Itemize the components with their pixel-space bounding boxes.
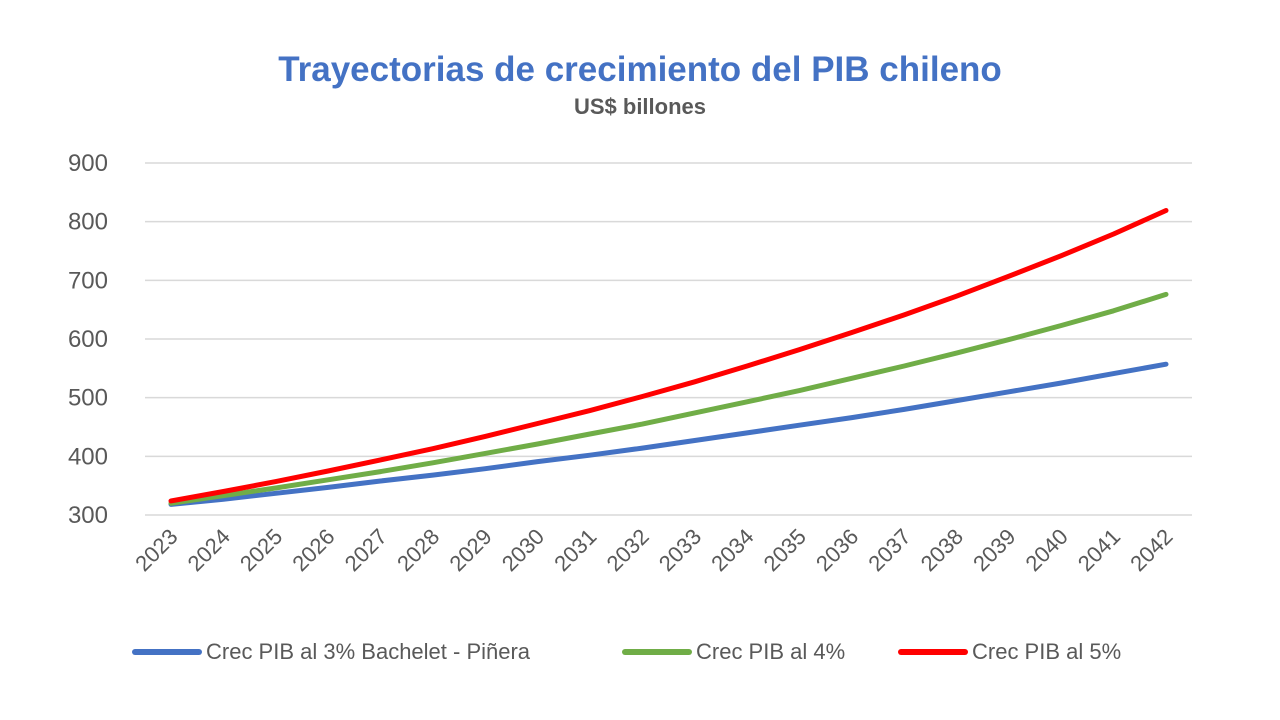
y-axis-ticks: 300 400 500 600 700 800 900	[68, 150, 108, 529]
x-tick-label: 2024	[183, 524, 235, 576]
chart-subtitle: US$ billones	[573, 94, 707, 119]
x-tick-label: 2038	[916, 524, 968, 576]
x-tick-label: 2023	[130, 524, 182, 576]
legend-swatch-4pct	[622, 649, 692, 655]
chart-title: Trayectorias de crecimiento del PIB chil…	[278, 50, 1002, 89]
y-tick-label: 700	[68, 267, 108, 294]
x-tick-label: 2027	[340, 524, 392, 576]
series-line-1	[168, 291, 1169, 506]
x-tick-label: 2033	[654, 524, 706, 576]
x-tick-label: 2039	[968, 524, 1020, 576]
legend: Crec PIB al 3% Bachelet - Piñera Crec PI…	[0, 634, 1280, 670]
series-line-2	[168, 208, 1169, 504]
legend-label-5pct: Crec PIB al 5%	[972, 639, 1122, 664]
x-tick-label: 2041	[1073, 524, 1125, 576]
x-tick-label: 2034	[706, 524, 758, 576]
x-tick-label: 2031	[549, 524, 601, 576]
y-tick-label: 400	[68, 443, 108, 470]
gridlines	[145, 162, 1192, 516]
x-tick-label: 2025	[235, 524, 287, 576]
x-tick-label: 2036	[811, 524, 863, 576]
y-tick-label: 300	[68, 502, 108, 529]
x-tick-label: 2032	[602, 524, 654, 576]
y-tick-label: 500	[68, 385, 108, 412]
y-tick-label: 600	[68, 326, 108, 353]
x-tick-label: 2028	[392, 524, 444, 576]
legend-label-3pct: Crec PIB al 3% Bachelet - Piñera	[206, 639, 531, 664]
legend-item-3pct: Crec PIB al 3% Bachelet - Piñera	[132, 634, 530, 670]
legend-label-4pct: Crec PIB al 4%	[696, 639, 846, 664]
legend-item-4pct: Crec PIB al 4%	[622, 634, 845, 670]
x-tick-label: 2030	[497, 524, 549, 576]
series-line-0	[168, 361, 1169, 507]
y-tick-label: 800	[68, 209, 108, 236]
x-tick-label: 2035	[759, 524, 811, 576]
legend-swatch-5pct	[898, 649, 968, 655]
legend-swatch-3pct	[132, 649, 202, 655]
x-tick-label: 2026	[287, 524, 339, 576]
x-tick-label: 2042	[1125, 524, 1177, 576]
x-tick-label: 2040	[1021, 524, 1073, 576]
legend-item-5pct: Crec PIB al 5%	[898, 634, 1121, 670]
x-tick-label: 2029	[444, 524, 496, 576]
y-tick-label: 900	[68, 150, 108, 177]
series-lines	[168, 208, 1169, 507]
x-tick-label: 2037	[863, 524, 915, 576]
x-axis-ticks: 2023 2024 2025 2026 2027 2028 2029 2030 2031 2032…	[130, 524, 1177, 576]
